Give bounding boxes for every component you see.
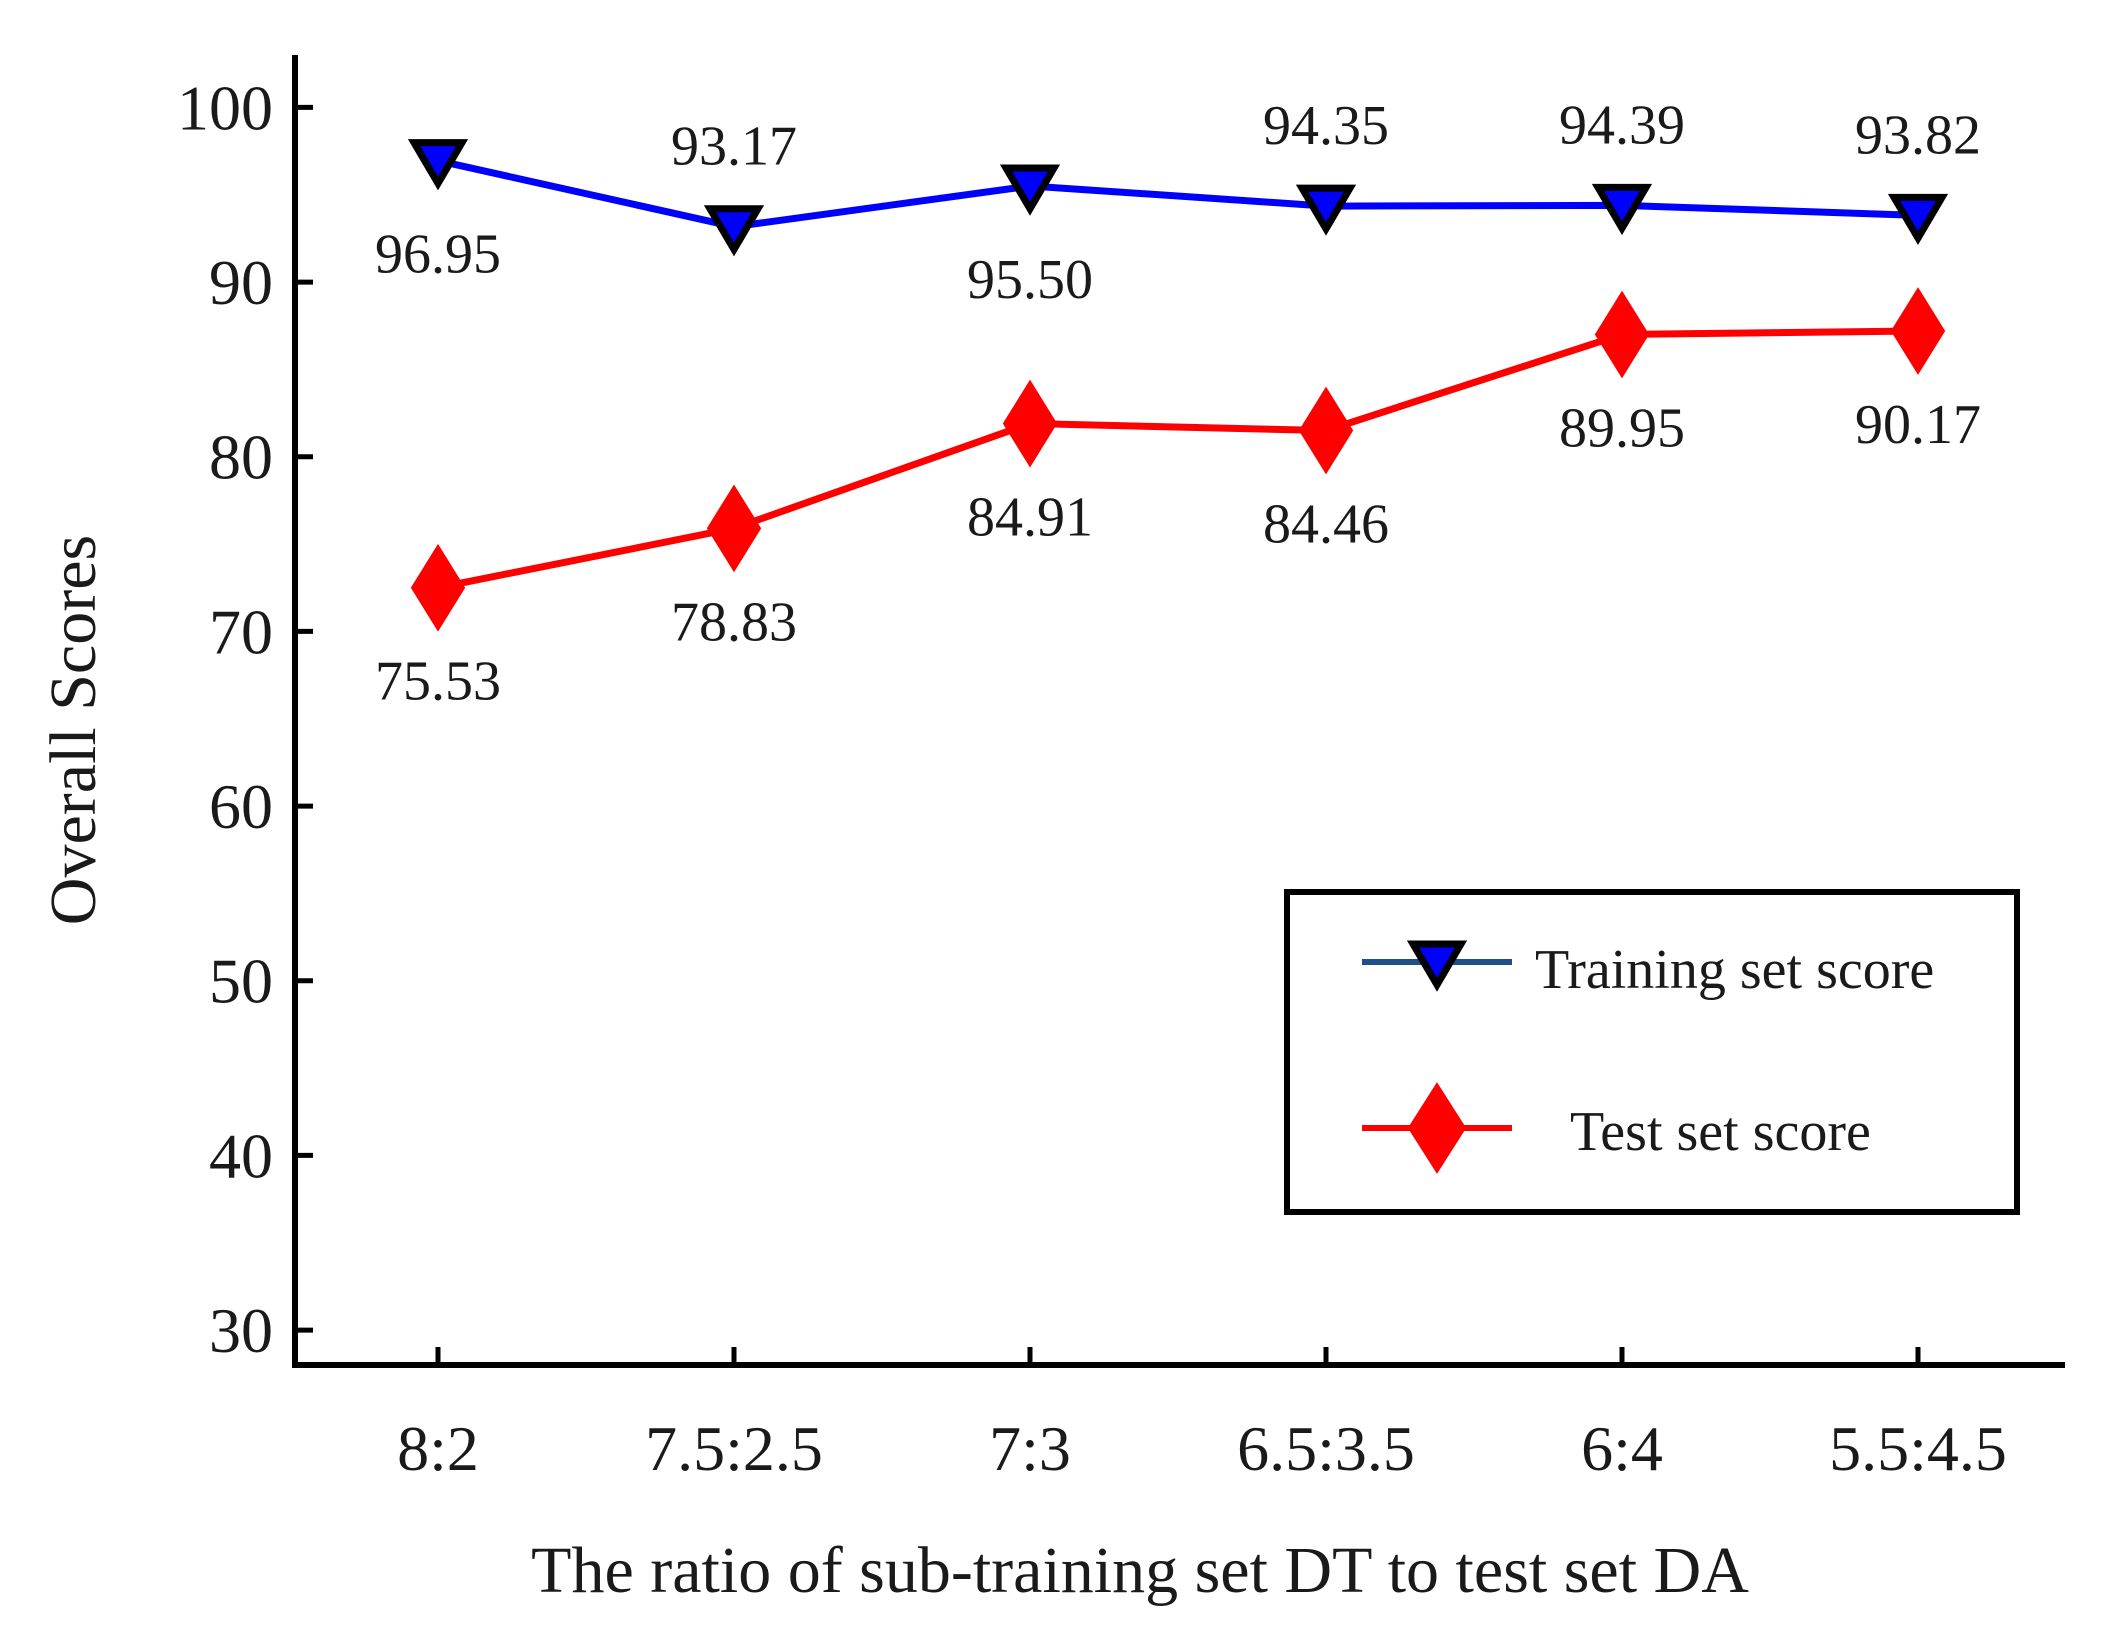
- legend-test-marker: [1407, 1082, 1467, 1174]
- test-data-label: 84.91: [967, 487, 1093, 549]
- test-point: [1594, 290, 1650, 379]
- test-data-label: 75.53: [375, 651, 501, 713]
- x-tick-label: 6:4: [1581, 1413, 1663, 1484]
- training-data-label: 95.50: [967, 249, 1093, 311]
- x-tick-label: 7:3: [989, 1413, 1071, 1484]
- test-data-label: 78.83: [671, 591, 797, 653]
- training-line: [437, 157, 1919, 231]
- x-tick-label: 8:2: [397, 1413, 479, 1484]
- training-data-label: 93.82: [1855, 104, 1981, 166]
- x-tick-label: 5.5:4.5: [1829, 1413, 2007, 1484]
- x-tick-label: 6.5:3.5: [1237, 1413, 1415, 1484]
- training-point: [1295, 184, 1357, 236]
- series-layer: 96.95 93.17 95.50 94.35 94.39 93.82 75.53 78.83…: [375, 94, 1981, 712]
- training-series: 96.95 93.17 95.50 94.35 94.39 93.82: [375, 94, 1981, 311]
- axes: 30 40 50 60 70 80 90 100 8:2 7.5:2.5 7:3 6.5:3.5 6:4…: [177, 55, 2065, 1484]
- legend-box: [1284, 889, 2020, 1215]
- y-tick-label: 80: [209, 422, 273, 493]
- y-tick-label: 50: [209, 946, 273, 1017]
- training-point: [1591, 183, 1653, 236]
- x-tick-label: 7.5:2.5: [645, 1413, 823, 1484]
- y-tick-label: 60: [209, 771, 273, 842]
- legend: Training set score Test set score: [1284, 889, 2020, 1215]
- y-tick-label: 100: [177, 72, 273, 143]
- legend-training-label: Training set score: [1535, 939, 1934, 1001]
- test-data-label: 90.17: [1855, 394, 1981, 456]
- y-axis-title: Overall Scores: [37, 535, 110, 925]
- training-data-label: 93.17: [671, 116, 797, 178]
- training-point: [1887, 193, 1949, 246]
- training-point: [703, 205, 765, 257]
- training-point: [407, 139, 469, 191]
- training-data-label: 94.35: [1263, 95, 1389, 157]
- y-tick-label: 40: [209, 1120, 273, 1191]
- y-tick-label: 30: [209, 1295, 273, 1366]
- test-series: 75.53 78.83 84.91 84.46 89.95 90.17: [375, 287, 1981, 713]
- test-point: [1002, 379, 1058, 468]
- y-tick-label: 90: [209, 247, 273, 318]
- test-data-label: 89.95: [1559, 397, 1685, 459]
- x-axis-title: The ratio of sub-training set DT to test…: [531, 1534, 1749, 1607]
- training-point: [999, 164, 1061, 216]
- training-data-label: 96.95: [375, 224, 501, 286]
- test-data-label: 84.46: [1263, 494, 1389, 556]
- test-point: [1298, 386, 1354, 475]
- test-point: [410, 543, 466, 632]
- legend-training-marker: [1406, 940, 1468, 992]
- training-data-label: 94.39: [1559, 94, 1685, 156]
- test-line: [437, 327, 1919, 592]
- y-tick-label: 70: [209, 596, 273, 667]
- test-point: [1890, 287, 1946, 375]
- legend-test-label: Test set score: [1570, 1101, 1871, 1163]
- test-point: [706, 484, 762, 573]
